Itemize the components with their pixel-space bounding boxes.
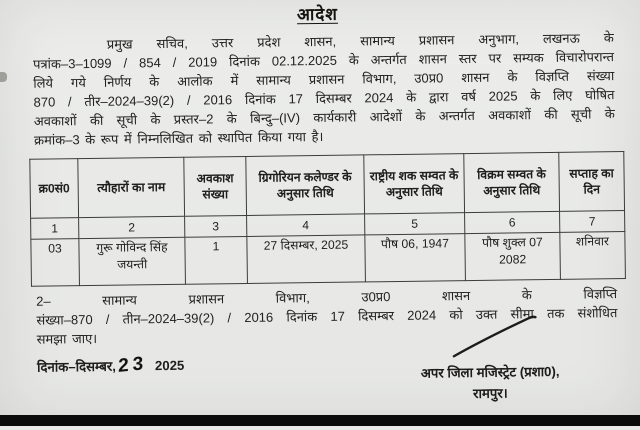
col-number: 2 (78, 216, 185, 239)
handwritten-day: 23 (117, 352, 147, 377)
col-header-gregorian: ग्रिगोरियन कलेण्डर के अनुसार तिथि (245, 154, 365, 216)
cell-shaka: पौष 06, 1947 (364, 233, 466, 282)
date-year: 2025 (154, 357, 185, 374)
col-header-festival: त्यौहारों का नाम (77, 157, 185, 218)
col-header-vikram: विक्रम सम्वत के अनुसार तिथि (463, 152, 560, 213)
col-number: 7 (559, 210, 625, 233)
signatory-place: रामपुर। (473, 385, 508, 402)
col-header-shaka: राष्ट्रीय शक सम्वत के अनुसार तिथि (363, 153, 465, 214)
redaction-bar (0, 415, 640, 426)
signatory-designation: अपर जिला मजिस्ट्रेट (प्रशा0), (420, 363, 560, 381)
col-number: 3 (184, 215, 247, 238)
col-header-count: अवकाश संख्या (183, 156, 247, 217)
cell-festival: गुरू गोविन्द सिंह जयन्ती (78, 237, 186, 286)
signature-stroke-icon (450, 314, 539, 364)
table-header-row: क्र0सं0 त्यौहारों का नाम अवकाश संख्या ग्… (29, 151, 625, 219)
signature-block: अपर जिला मजिस्ट्रेट (प्रशा0), रामपुर। (385, 360, 596, 405)
scan-artifact (0, 72, 7, 82)
order-paragraph: प्रमुख सचिव, उत्तर प्रदेश शासन, सामान्य … (33, 28, 615, 150)
holiday-table: क्र0सं0 त्यौहारों का नाम अवकाश संख्या ग्… (29, 151, 626, 287)
date-label: दिनांक–दिसम्बर, (36, 358, 116, 375)
page-title: आदेश (296, 4, 339, 25)
cell-weekday: शनिवार (559, 231, 626, 280)
col-number: 4 (246, 213, 365, 237)
cell-vikram: पौष शुक्ल 07 2082 (464, 232, 561, 281)
col-header-serial: क्र0सं0 (29, 158, 79, 219)
col-header-weekday: सप्ताह का दिन (558, 151, 625, 212)
col-number: 6 (464, 211, 560, 234)
cell-gregorian: 27 दिसम्बर, 2025 (246, 234, 366, 284)
col-number: 1 (30, 217, 79, 240)
cell-serial: 03 (30, 238, 80, 287)
cell-count: 1 (184, 236, 248, 285)
table-row: 03 गुरू गोविन्द सिंह जयन्ती 1 27 दिसम्बर… (30, 231, 626, 287)
col-number: 5 (364, 212, 465, 235)
